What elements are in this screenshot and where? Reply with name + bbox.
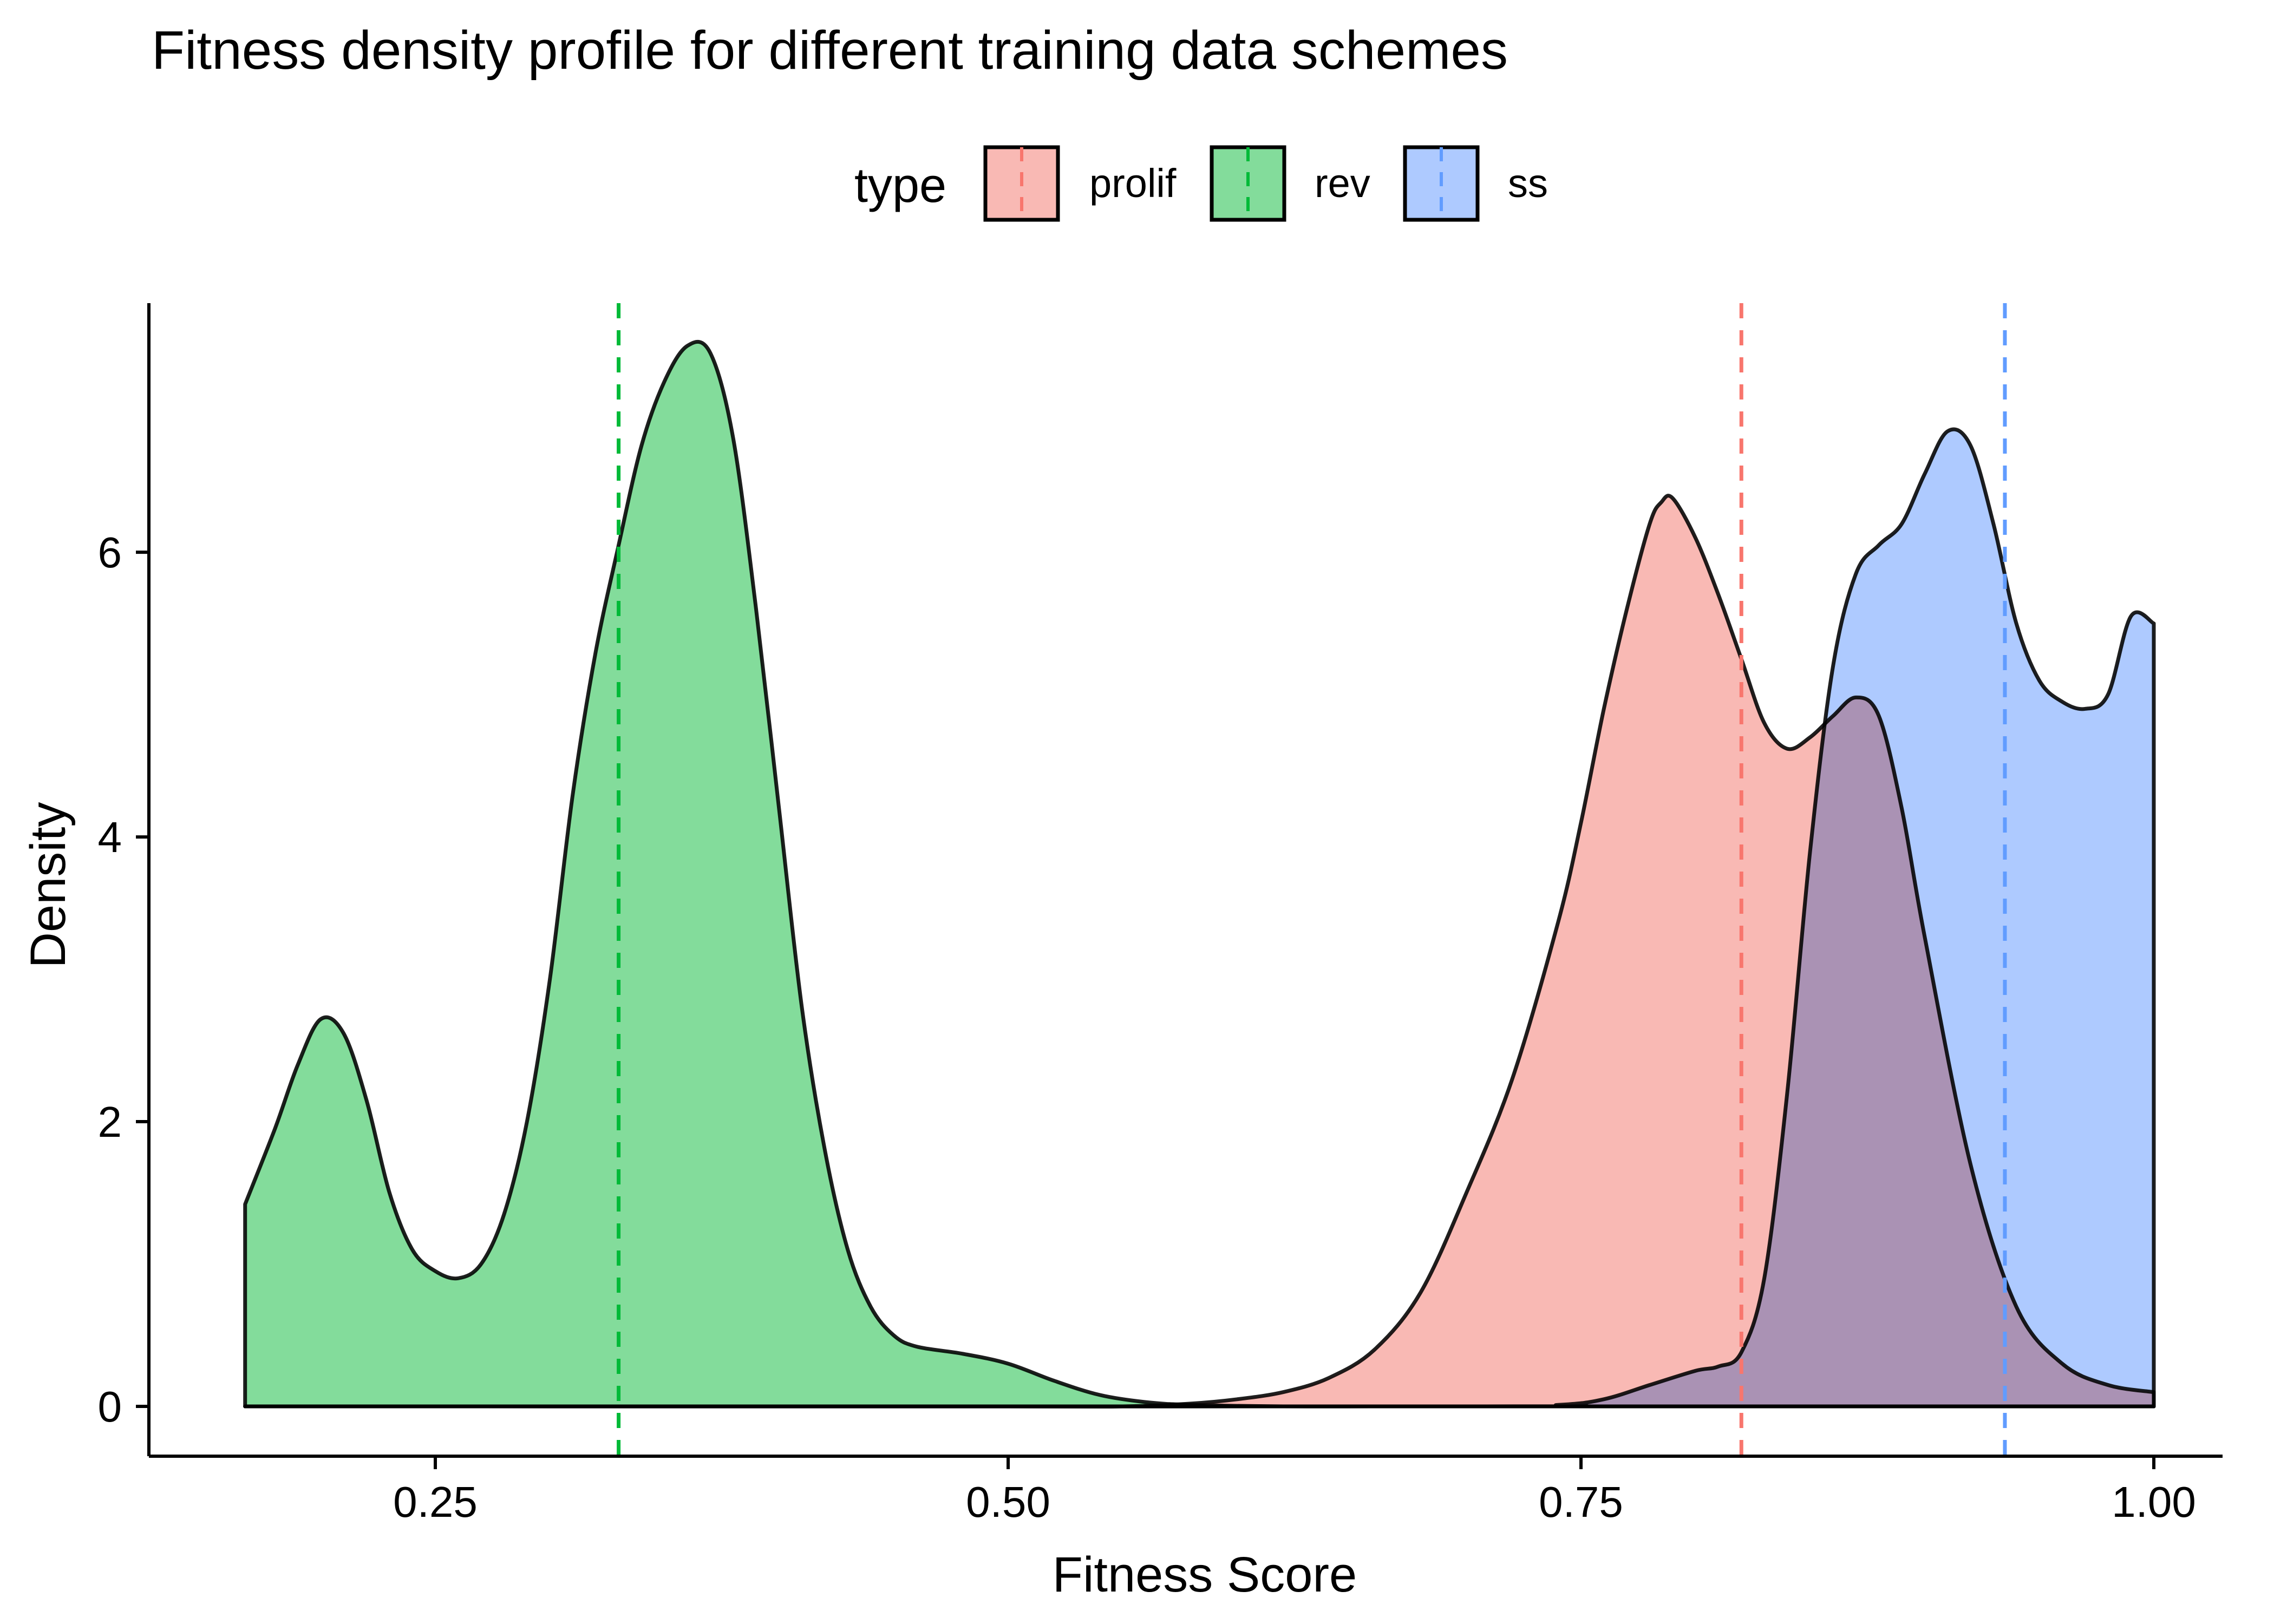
legend: type prolif rev ss bbox=[854, 145, 1548, 222]
density-area-ss bbox=[243, 427, 2156, 1409]
legend-label-rev: rev bbox=[1315, 161, 1370, 206]
x-tick-label: 1.00 bbox=[2112, 1478, 2196, 1526]
y-tick-label: 2 bbox=[98, 1098, 122, 1146]
x-axis-title: Fitness Score bbox=[1053, 1547, 1357, 1602]
mean-lines bbox=[617, 303, 2007, 1456]
x-tick-label: 0.50 bbox=[966, 1478, 1050, 1526]
density-areas bbox=[243, 339, 2156, 1409]
y-tick-label: 4 bbox=[98, 813, 122, 861]
legend-label-ss: ss bbox=[1508, 161, 1548, 206]
x-tick-label: 0.75 bbox=[1539, 1478, 1623, 1526]
legend-key-rev bbox=[1210, 145, 1286, 222]
legend-key-prolif bbox=[983, 145, 1060, 222]
y-tick-label: 0 bbox=[98, 1383, 122, 1431]
x-tick-label: 0.25 bbox=[393, 1478, 478, 1526]
axes: 0.25 0.50 0.75 1.00 0 2 4 6 bbox=[98, 303, 2223, 1526]
y-tick-label: 6 bbox=[98, 528, 122, 577]
legend-key-ss bbox=[1403, 145, 1480, 222]
y-axis-title: Density bbox=[21, 802, 76, 968]
legend-title: type bbox=[854, 159, 946, 213]
legend-label-prolif: prolif bbox=[1089, 161, 1177, 206]
chart-title: Fitness density profile for different tr… bbox=[152, 20, 1508, 81]
